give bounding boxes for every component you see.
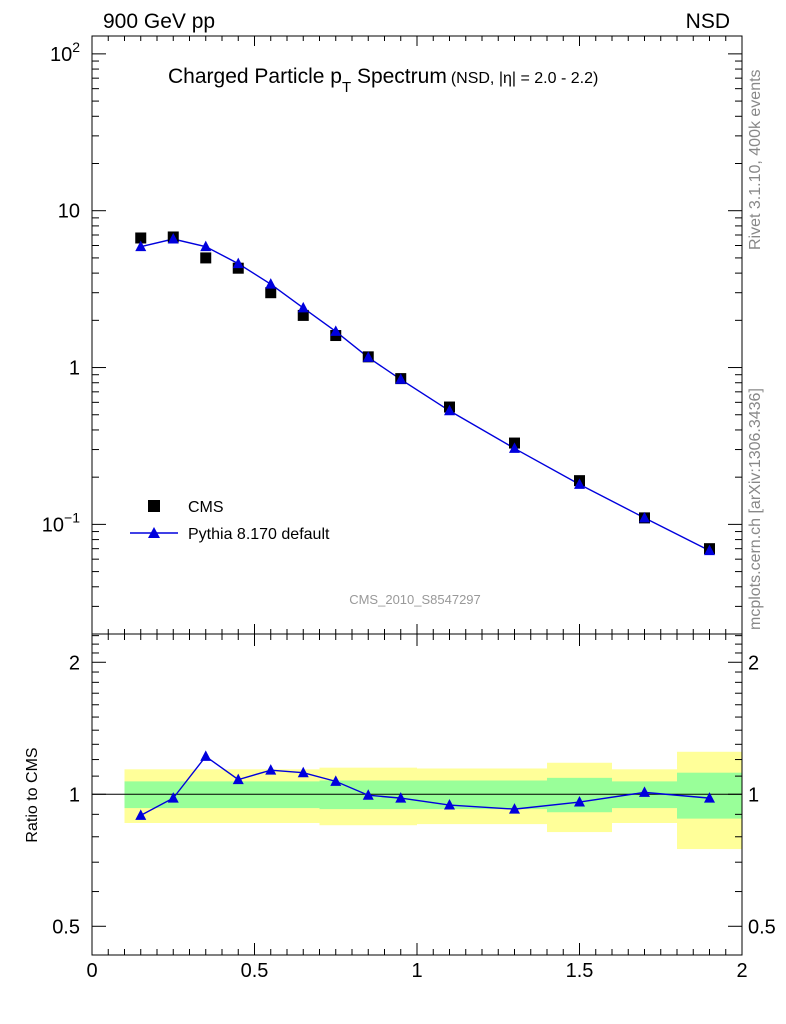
ratio-ytick-label-left: 1: [69, 784, 80, 806]
header-right: NSD: [686, 10, 730, 33]
ratio-ytick-labels: 2 2 1 1 0.5 0.5: [52, 652, 776, 938]
chart-title: Charged Particle pT Spectrum (NSD, |η| = …: [168, 65, 598, 96]
ratio-point: [395, 792, 407, 803]
ratio-panel: 2 2 1 1 0.5 0.5 0 0.5 1 1.5 2 Ratio to CMS: [24, 633, 776, 982]
mc-point: [509, 442, 520, 453]
ratio-band-inner: [547, 777, 612, 813]
xtick-label: 1.5: [566, 960, 594, 982]
mc-point: [574, 478, 585, 489]
main-ytick-label: 102: [50, 39, 80, 66]
ratio-point: [574, 796, 585, 807]
main-frame: [91, 35, 743, 635]
xtick-label: 1: [411, 960, 422, 982]
ratio-ytick-label-right: 2: [748, 652, 759, 674]
ratio-bands: [124, 751, 742, 850]
ratio-point: [704, 792, 715, 803]
cms-point: [135, 232, 147, 244]
ratio-ytick-label-left: 0.5: [52, 916, 80, 938]
ratio-point: [200, 750, 212, 761]
ratio-xtick-labels: 0 0.5 1 1.5 2: [86, 960, 747, 982]
ratio-band-inner: [417, 780, 547, 810]
mc-point: [200, 240, 212, 252]
legend-cms-marker: [148, 500, 160, 512]
ratio-ylabel: Ratio to CMS: [24, 747, 41, 842]
mc-point: [330, 325, 342, 336]
main-ytick-label: 10: [58, 201, 80, 223]
side-label-bottom: mcplots.cern.ch [arXiv:1306.3436]: [747, 388, 764, 630]
ratio-ytick-label-left: 2: [69, 652, 80, 674]
ratio-point: [444, 799, 455, 810]
xtick-label: 0: [86, 960, 97, 982]
ratio-point: [509, 803, 520, 814]
main-ytick-label: 10−1: [42, 509, 80, 536]
legend-cms-label: CMS: [188, 499, 224, 516]
mc-line: [140, 238, 710, 552]
mc-point: [395, 373, 407, 384]
legend-mc-marker: [148, 527, 160, 538]
mc-point: [135, 240, 147, 252]
cms-point: [200, 252, 212, 264]
mc-series-line: [140, 238, 710, 552]
ratio-point: [297, 766, 309, 778]
mc-point: [362, 351, 374, 362]
ratio-ticks: [91, 634, 743, 955]
cms-point: [265, 287, 277, 299]
main-ytick-label: 1: [69, 358, 80, 380]
mc-point: [167, 233, 179, 244]
mc-point: [297, 301, 309, 313]
analysis-id: CMS_2010_S8547297: [349, 592, 481, 607]
ratio-point: [232, 773, 244, 785]
main-ytick-labels: 102 10 1 10−1: [42, 39, 80, 537]
ratio-point: [135, 809, 147, 820]
ratio-series-line: [140, 755, 710, 817]
main-ticks: [91, 36, 743, 635]
ratio-point: [639, 786, 650, 797]
ratio-line: [140, 755, 710, 817]
side-label-top: Rivet 3.1.10, 400k events: [747, 69, 764, 250]
mc-points: [135, 233, 715, 556]
cms-point: [297, 309, 309, 321]
mc-point: [265, 278, 277, 289]
ratio-ytick-label-right: 0.5: [748, 916, 776, 938]
mc-point: [639, 511, 650, 523]
ratio-point: [330, 775, 342, 786]
xtick-label: 2: [736, 960, 747, 982]
legend: CMS Pythia 8.170 default: [130, 499, 330, 543]
mc-point: [232, 257, 244, 269]
header-left: 900 GeV pp: [103, 10, 215, 33]
mc-point: [444, 404, 455, 416]
main-panel: 102 10 1 10−1 Charged Particle pT Spectrum(…: [42, 35, 743, 635]
ratio-point: [265, 764, 277, 775]
legend-mc-label: Pythia 8.170 default: [188, 526, 330, 543]
ratio-point: [167, 792, 179, 803]
ratio-ytick-label-right: 1: [748, 784, 759, 806]
ratio-point: [362, 789, 374, 800]
ratio-points: [135, 750, 715, 820]
mc-point: [704, 544, 715, 556]
xtick-label: 0.5: [241, 960, 269, 982]
cms-point: [232, 262, 244, 274]
